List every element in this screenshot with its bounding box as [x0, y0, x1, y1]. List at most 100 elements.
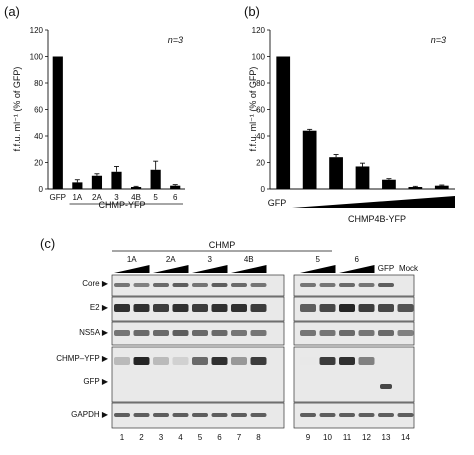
blot-band — [211, 357, 228, 365]
blot-band — [378, 413, 394, 417]
blot-band — [172, 330, 189, 336]
blot-band — [153, 413, 169, 417]
chart-a-bar — [150, 169, 161, 189]
chart-a-bar — [91, 175, 103, 189]
blot-lane-number: 14 — [401, 433, 410, 442]
blot-band — [339, 357, 355, 365]
chart-a-ytick-label: 80 — [34, 79, 43, 88]
blot-band — [358, 304, 375, 312]
blot-lane-number: 10 — [323, 433, 332, 442]
blot-band — [211, 304, 228, 312]
blot-row-label: NS5A ▶ — [79, 328, 109, 337]
chart-a-category-label: 6 — [173, 193, 178, 202]
blot-band — [319, 413, 336, 417]
blot-band — [172, 304, 189, 312]
chart-a-bar — [72, 182, 83, 189]
chart-b-ytick-label: 100 — [252, 53, 266, 62]
blot-band — [397, 413, 414, 417]
blot-band — [114, 357, 130, 365]
blot-band — [114, 283, 130, 287]
blot-band — [300, 413, 316, 417]
blot-lane-number: 12 — [362, 433, 371, 442]
blot-lane-number: 1 — [120, 433, 125, 442]
blot-group-label: 6 — [355, 255, 360, 264]
blot-band — [339, 304, 355, 312]
chart-a-category-label: 1A — [72, 193, 82, 202]
blot-band — [250, 357, 267, 365]
blot-band — [172, 357, 189, 365]
blot-group-label: 5 — [316, 255, 321, 264]
blot-band — [319, 357, 336, 365]
blot-band — [300, 330, 316, 336]
blot-band — [250, 413, 267, 417]
blot-lane-number: 4 — [178, 433, 183, 442]
blot-band — [192, 357, 208, 365]
panel-label-b: (b) — [244, 4, 260, 19]
blot-band — [172, 413, 189, 417]
blot-lane-number: 8 — [256, 433, 261, 442]
blot-band — [153, 357, 169, 365]
blot-band — [250, 330, 267, 336]
blot-band — [358, 357, 375, 365]
blot-band — [192, 330, 208, 336]
blot-row-label: Core ▶ — [82, 279, 109, 288]
blot-band — [378, 304, 394, 312]
chart-b-bar — [276, 56, 291, 189]
chart-a-group-label: CHMP-YFP — [99, 200, 146, 210]
blot-mock-header: Mock — [399, 264, 419, 273]
blot-group-label: 3 — [208, 255, 213, 264]
chart-a-bar — [130, 187, 142, 189]
blot-band — [133, 283, 150, 287]
chart-b-ytick-label: 60 — [256, 106, 265, 115]
blot-lane-number: 5 — [198, 433, 203, 442]
blot-band — [380, 384, 392, 389]
blot-band — [397, 330, 414, 336]
chart-a-ytick-label: 60 — [34, 106, 43, 115]
blot-band — [153, 330, 169, 336]
blot-group-wedge — [300, 265, 336, 273]
chart-b-ytick-label: 40 — [256, 132, 265, 141]
blot-strip-right — [293, 346, 415, 403]
blot-band — [153, 304, 169, 312]
blot-band — [231, 283, 247, 287]
chart-a-category-label: 2A — [92, 193, 102, 202]
chart-a-ytick-label: 120 — [30, 26, 44, 35]
blot-band — [378, 330, 394, 336]
blot-band — [153, 283, 169, 287]
blot-band — [231, 413, 247, 417]
blot-band — [133, 304, 150, 312]
blot-lane-number: 7 — [237, 433, 242, 442]
blot-band — [192, 413, 208, 417]
blot-band — [211, 330, 228, 336]
chart-a-category-label: 5 — [153, 193, 158, 202]
chart-b-ytick-label: 0 — [261, 185, 266, 194]
blot-lane-number: 2 — [139, 433, 144, 442]
blot-band — [300, 357, 316, 365]
chart-b-ytick-label: 80 — [256, 79, 265, 88]
blot-band — [339, 330, 355, 336]
chart-b-bar — [382, 179, 396, 189]
blot-group-label: 1A — [127, 255, 137, 264]
blot-band — [172, 283, 189, 287]
blot-row-label: GFP ▶ — [83, 377, 109, 386]
chart-a-ytick-label: 100 — [30, 53, 44, 62]
blot-band — [211, 283, 228, 287]
blot-group-wedge — [339, 265, 375, 273]
blot-group-wedge — [153, 265, 189, 273]
blot-band — [192, 283, 208, 287]
blot-group-wedge — [114, 265, 150, 273]
chart-b-first-label: GFP — [268, 198, 287, 208]
blot-band — [319, 330, 336, 336]
blot-band — [378, 283, 394, 287]
blot-band — [358, 283, 375, 287]
chart-b: n=3 f.f.u. ml⁻¹ (% of GFP) GFP CHMP4B-YF… — [248, 26, 455, 224]
blot-row-label: CHMP–YFP ▶ — [56, 354, 109, 363]
chart-a-bar — [52, 56, 63, 189]
blot-group-label: 4B — [244, 255, 254, 264]
chart-b-bar — [408, 187, 423, 189]
panel-label-a: (a) — [4, 4, 20, 19]
blot-group-label: 2A — [166, 255, 176, 264]
chart-a-ytick-label: 0 — [39, 185, 44, 194]
blot-row-label: GAPDH ▶ — [71, 410, 109, 419]
